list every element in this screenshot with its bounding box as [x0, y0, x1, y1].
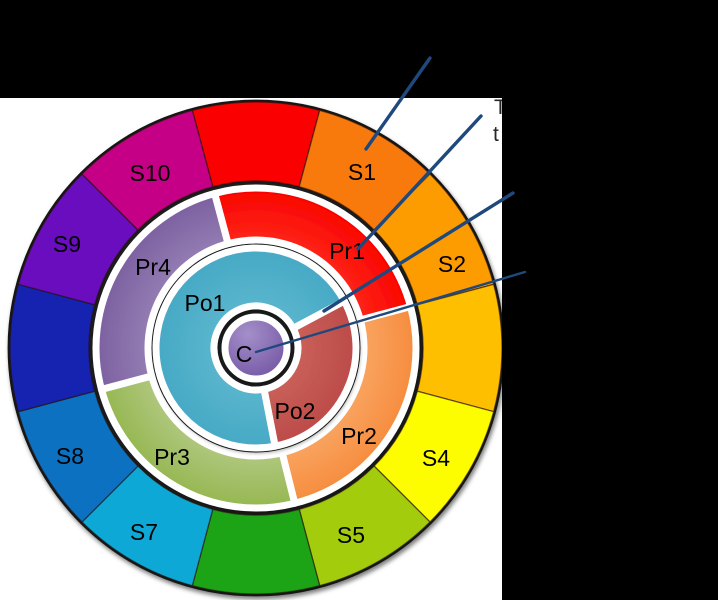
label-S8: S8: [56, 443, 84, 469]
label-S10: S10: [130, 160, 171, 186]
outer-segment-S10: [81, 109, 214, 231]
label-S9: S9: [53, 231, 81, 257]
callout-line-s1: [364, 56, 432, 151]
callout-line-po1: [322, 191, 515, 313]
label-Pr2: Pr2: [341, 423, 377, 449]
po-ring: [152, 244, 360, 452]
label-S2: S2: [438, 251, 466, 277]
label-S7: S7: [130, 519, 158, 545]
label-Pr1: Pr1: [329, 238, 365, 264]
center-circle: [221, 313, 291, 383]
label-Po1: Po1: [185, 290, 226, 316]
pr-segment-Pr4: [92, 189, 232, 393]
outer-segment-unlabeled-6: [191, 508, 321, 595]
label-Po2: Po2: [275, 398, 316, 424]
callout-line-pr1: [356, 114, 483, 251]
label-S4: S4: [422, 445, 450, 471]
hidden-caption-line2-fragment: t: [493, 123, 499, 146]
redaction-right-box: [502, 98, 718, 600]
outer-segment-unlabeled-0: [191, 101, 321, 188]
outer-segment-unlabeled-9: [9, 283, 96, 413]
label-Pr4: Pr4: [135, 254, 171, 280]
label-S1: S1: [348, 159, 376, 185]
po-segment-Po2: [260, 297, 360, 450]
callout-line-c: [254, 270, 527, 354]
po-segment-Po1: [152, 244, 348, 452]
label-Pr3: Pr3: [154, 444, 190, 470]
redaction-top-bar: [0, 0, 718, 98]
label-S5: S5: [337, 522, 365, 548]
pr-segment-Pr2: [278, 303, 420, 507]
outer-segment-unlabeled-3: [416, 283, 503, 413]
label-center-c: C: [236, 341, 253, 367]
